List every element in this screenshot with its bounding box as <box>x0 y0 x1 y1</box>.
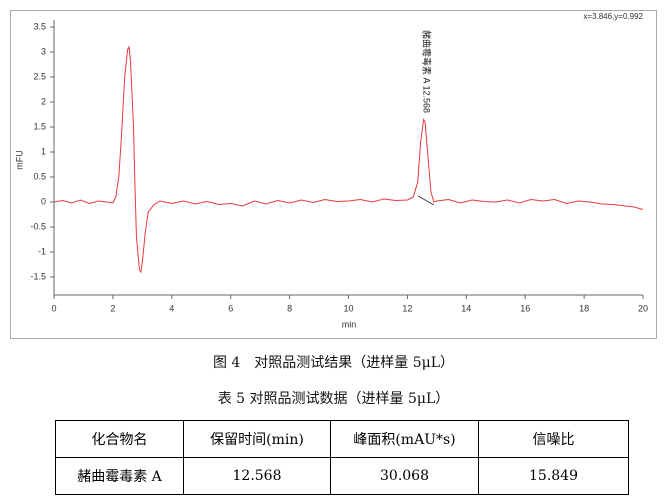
x-tick-label: 0 <box>51 303 56 313</box>
y-tick-label: 2.5 <box>33 71 46 81</box>
chart: x=3.846,y=0.992 mFU min 赭曲霉毒素 A 12.568 -… <box>10 10 657 339</box>
x-tick-label: 4 <box>169 303 174 313</box>
y-axis-label: mFU <box>14 150 24 170</box>
figure-caption: 图 4 对照品测试结果（进样量 5μL） <box>212 355 455 371</box>
x-tick-label: 8 <box>287 303 292 313</box>
signal-line <box>53 45 644 274</box>
y-tick-label: 1 <box>41 146 46 156</box>
x-tick-label: 16 <box>520 303 530 313</box>
x-tick-label: 20 <box>638 303 648 313</box>
x-tick-label: 10 <box>343 303 353 313</box>
y-tick-label: -1 <box>38 246 46 256</box>
y-tick-label: -0.5 <box>30 221 46 231</box>
table-row: 赭曲霉毒素 A 12.568 30.068 15.849 <box>55 457 629 495</box>
header-cell: 化合物名 <box>55 420 184 458</box>
peak-label: 赭曲霉毒素 A 12.568 <box>422 30 433 113</box>
y-tick-label: 2 <box>41 96 46 106</box>
table-caption: 表 5 对照品测试数据（进样量 5μL） <box>217 391 450 407</box>
peak-baseline <box>417 195 435 206</box>
cell: 赭曲霉毒素 A <box>55 457 184 495</box>
x-tick-label: 18 <box>579 303 589 313</box>
x-tick-label: 2 <box>110 303 115 313</box>
x-tick-label: 12 <box>402 303 412 313</box>
y-tick-label: 3.5 <box>33 21 46 31</box>
data-table: 化合物名 保留时间(min) 峰面积(mAU*s) 信噪比 赭曲霉毒素 A 12… <box>55 420 629 495</box>
x-axis-label: min <box>342 319 357 329</box>
x-tick-label: 14 <box>461 303 471 313</box>
y-tick-label: 0.5 <box>33 171 46 181</box>
cell: 15.849 <box>478 457 629 495</box>
y-tick-label: -1.5 <box>30 271 46 281</box>
header-cell: 信噪比 <box>478 420 629 458</box>
y-tick-label: 3 <box>41 46 46 56</box>
chart-frame <box>10 10 657 339</box>
cell: 12.568 <box>183 457 331 495</box>
cell: 30.068 <box>330 457 479 495</box>
header-cell: 峰面积(mAU*s) <box>330 420 479 458</box>
x-tick-label: 6 <box>228 303 233 313</box>
header-cell: 保留时间(min) <box>183 420 331 458</box>
y-tick-label: 0 <box>41 196 46 206</box>
cursor-readout: x=3.846,y=0.992 <box>583 12 643 21</box>
table-header: 化合物名 保留时间(min) 峰面积(mAU*s) 信噪比 <box>55 420 629 458</box>
y-tick-label: 1.5 <box>33 121 46 131</box>
